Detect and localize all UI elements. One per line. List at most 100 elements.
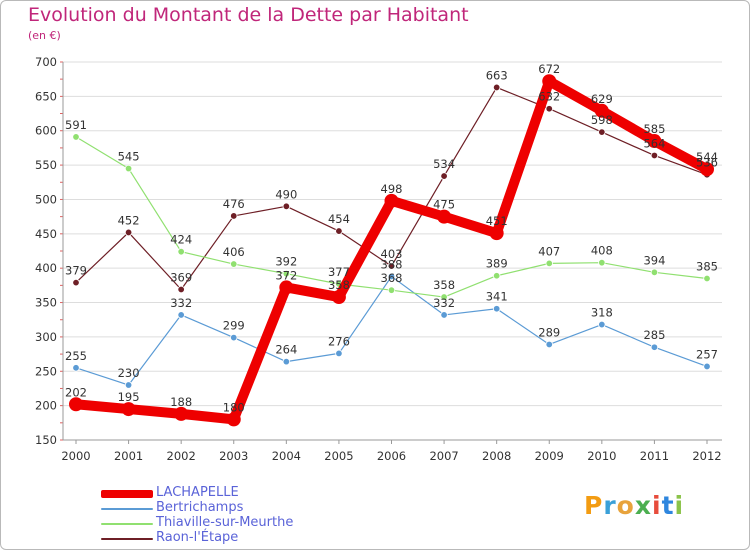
data-point-bertrichamps xyxy=(387,272,396,281)
logo-letter: i xyxy=(674,491,685,520)
data-label-raon-l-tape: 534 xyxy=(433,157,455,171)
data-point-raon-l-tape xyxy=(124,228,133,237)
data-point-raon-l-tape xyxy=(650,151,659,160)
data-label-bertrichamps: 285 xyxy=(643,328,665,342)
data-point-raon-l-tape xyxy=(545,105,553,113)
x-tick-label: 2002 xyxy=(167,449,196,463)
data-point-thiaville-sur-meurthe xyxy=(387,286,396,294)
data-point-raon-l-tape xyxy=(598,128,606,136)
y-tick-label: 200 xyxy=(35,399,57,413)
legend-swatch xyxy=(101,523,153,525)
data-label-raon-l-tape: 403 xyxy=(381,247,403,261)
y-tick-label: 400 xyxy=(35,261,57,275)
data-point-bertrichamps xyxy=(124,381,133,389)
data-point-lachapelle xyxy=(174,406,189,421)
legend-swatch xyxy=(101,538,153,540)
y-tick-label: 300 xyxy=(35,330,57,344)
data-point-lachapelle xyxy=(700,162,714,177)
data-label-lachapelle: 475 xyxy=(433,198,455,212)
data-label-bertrichamps: 230 xyxy=(118,366,140,380)
legend-label: Thiaville-sur-Meurthe xyxy=(156,515,294,530)
data-point-thiaville-sur-meurthe xyxy=(230,260,238,268)
data-label-layer: 379 452 369 476 490 454 403 534 663 632 598 564 536 2… xyxy=(65,62,718,414)
data-point-lachapelle xyxy=(489,226,504,241)
data-point-thiaville-sur-meurthe xyxy=(492,272,501,280)
y-tick-label: 700 xyxy=(35,55,57,69)
legend-item: Raon-l'Étape xyxy=(101,530,361,546)
data-point-thiaville-sur-meurthe xyxy=(598,258,606,267)
data-point-bertrichamps xyxy=(440,311,448,319)
data-label-bertrichamps: 318 xyxy=(591,306,613,320)
data-point-bertrichamps xyxy=(335,349,343,358)
data-label-lachapelle: 188 xyxy=(170,395,192,409)
data-label-lachapelle: 358 xyxy=(328,278,350,292)
x-tick-label: 2008 xyxy=(482,449,511,463)
data-label-lachapelle: 180 xyxy=(223,400,245,414)
data-label-thiaville-sur-meurthe: 591 xyxy=(65,118,87,132)
data-label-bertrichamps: 276 xyxy=(328,334,350,348)
data-point-bertrichamps xyxy=(598,320,606,329)
y-tick-label: 350 xyxy=(35,296,57,310)
data-point-thiaville-sur-meurthe xyxy=(545,259,553,268)
data-point-raon-l-tape xyxy=(492,83,501,92)
data-label-raon-l-tape: 598 xyxy=(591,113,613,127)
x-tick-label: 2000 xyxy=(61,449,90,463)
data-label-bertrichamps: 332 xyxy=(433,296,455,310)
data-point-thiaville-sur-meurthe xyxy=(650,268,659,277)
legend-label: LACHAPELLE xyxy=(156,485,239,500)
data-point-lachapelle xyxy=(279,280,294,295)
data-label-thiaville-sur-meurthe: 407 xyxy=(538,244,560,258)
data-point-bertrichamps xyxy=(703,362,711,371)
data-label-thiaville-sur-meurthe: 385 xyxy=(696,259,718,273)
logo-letter: i xyxy=(652,491,662,520)
data-point-lachapelle xyxy=(69,397,83,412)
data-label-thiaville-sur-meurthe: 394 xyxy=(643,253,665,267)
data-point-bertrichamps xyxy=(72,364,80,372)
data-label-thiaville-sur-meurthe: 392 xyxy=(275,255,297,269)
data-label-bertrichamps: 332 xyxy=(170,296,192,310)
data-label-bertrichamps: 264 xyxy=(275,343,297,357)
data-point-lachapelle xyxy=(437,209,452,224)
x-tick-label: 2005 xyxy=(324,449,353,463)
data-label-raon-l-tape: 632 xyxy=(538,90,560,104)
legend-swatch xyxy=(101,490,153,498)
data-label-raon-l-tape: 490 xyxy=(275,187,297,201)
data-point-raon-l-tape xyxy=(335,227,343,235)
legend: LACHAPELLE Bertrichamps Thiaville-sur-Meur… xyxy=(101,485,361,546)
data-point-bertrichamps xyxy=(545,340,553,349)
logo-letter: o xyxy=(616,491,635,520)
data-point-lachapelle xyxy=(331,290,346,305)
data-point-raon-l-tape xyxy=(72,278,80,287)
data-label-raon-l-tape: 536 xyxy=(696,156,718,170)
data-label-raon-l-tape: 476 xyxy=(223,197,245,211)
data-point-lachapelle xyxy=(226,412,241,427)
data-label-bertrichamps: 289 xyxy=(538,325,560,339)
data-label-bertrichamps: 341 xyxy=(486,290,508,304)
x-tick-label: 2012 xyxy=(692,449,721,463)
data-label-lachapelle: 195 xyxy=(118,390,140,404)
data-label-lachapelle: 629 xyxy=(591,92,613,106)
legend-label: Bertrichamps xyxy=(156,500,244,515)
data-point-lachapelle xyxy=(542,74,557,89)
data-point-thiaville-sur-meurthe xyxy=(124,164,133,173)
data-label-lachapelle: 672 xyxy=(538,62,560,76)
data-label-thiaville-sur-meurthe: 358 xyxy=(433,278,455,292)
logo-letter: r xyxy=(603,491,617,520)
legend-swatch xyxy=(101,508,153,510)
data-label-bertrichamps: 299 xyxy=(223,319,245,333)
y-tick-label: 600 xyxy=(35,124,57,138)
data-point-lachapelle xyxy=(384,193,399,208)
y-tick-label: 650 xyxy=(35,89,57,103)
legend-item: LACHAPELLE xyxy=(101,485,361,501)
data-point-bertrichamps xyxy=(177,311,185,319)
x-tick-label: 2007 xyxy=(429,449,458,463)
data-label-lachapelle: 451 xyxy=(486,214,508,228)
data-point-thiaville-sur-meurthe xyxy=(703,274,711,283)
data-label-lachapelle: 372 xyxy=(275,268,297,282)
data-label-raon-l-tape: 454 xyxy=(328,212,350,226)
data-point-raon-l-tape xyxy=(387,262,396,270)
data-point-raon-l-tape xyxy=(230,212,238,220)
data-point-thiaville-sur-meurthe xyxy=(177,247,185,256)
